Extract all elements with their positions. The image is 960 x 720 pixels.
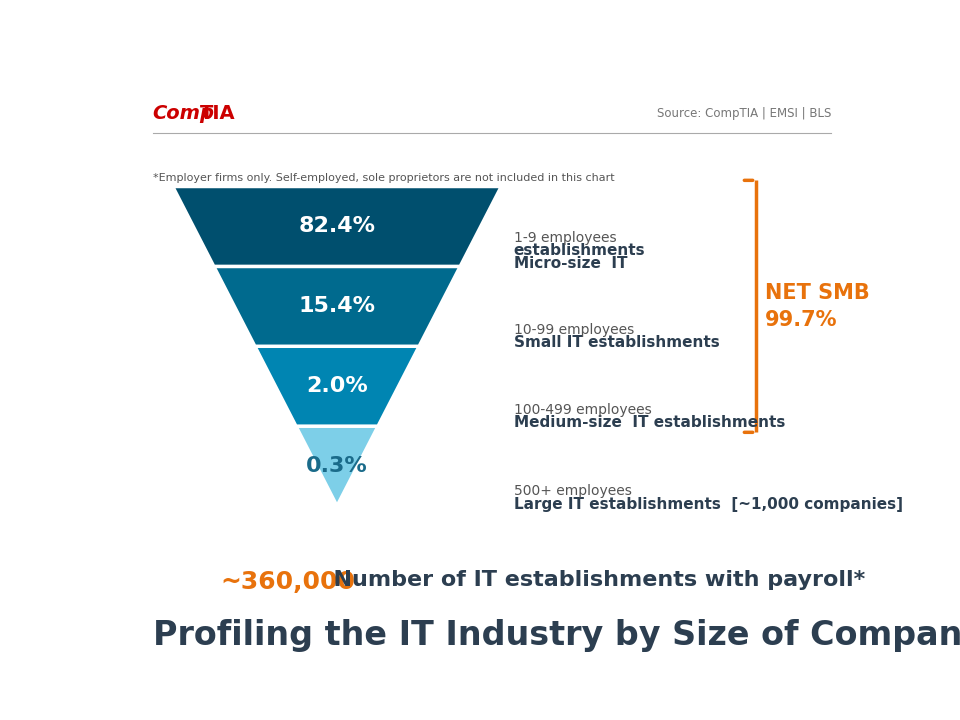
Text: TIA: TIA (200, 104, 235, 123)
Text: Profiling the IT Industry by Size of Company: Profiling the IT Industry by Size of Com… (153, 619, 960, 652)
Text: Source: CompTIA | EMSI | BLS: Source: CompTIA | EMSI | BLS (657, 107, 831, 120)
Text: Comp: Comp (153, 104, 214, 123)
Text: NET SMB
99.7%: NET SMB 99.7% (765, 283, 870, 330)
Polygon shape (296, 426, 378, 506)
Text: Medium-size  IT establishments: Medium-size IT establishments (514, 415, 785, 431)
Text: Number of IT establishments with payroll*: Number of IT establishments with payroll… (318, 570, 865, 590)
Text: 10-99 employees: 10-99 employees (514, 323, 634, 337)
Text: 82.4%: 82.4% (299, 217, 375, 236)
Polygon shape (254, 346, 420, 426)
Polygon shape (173, 186, 501, 266)
Text: 100-499 employees: 100-499 employees (514, 403, 652, 417)
Text: ~360,000: ~360,000 (221, 570, 356, 594)
Polygon shape (214, 266, 460, 346)
Text: 15.4%: 15.4% (299, 297, 375, 316)
Text: 0.3%: 0.3% (306, 456, 368, 476)
Text: Small IT establishments: Small IT establishments (514, 336, 719, 351)
Text: 500+ employees: 500+ employees (514, 485, 632, 498)
Text: Micro-size  IT: Micro-size IT (514, 256, 627, 271)
Text: 1-9 employees: 1-9 employees (514, 231, 616, 245)
Text: 2.0%: 2.0% (306, 377, 368, 396)
Text: establishments: establishments (514, 243, 645, 258)
Text: *Employer firms only. Self-employed, sole proprietors are not included in this c: *Employer firms only. Self-employed, sol… (153, 173, 614, 183)
Text: Large IT establishments  [~1,000 companies]: Large IT establishments [~1,000 companie… (514, 497, 902, 512)
